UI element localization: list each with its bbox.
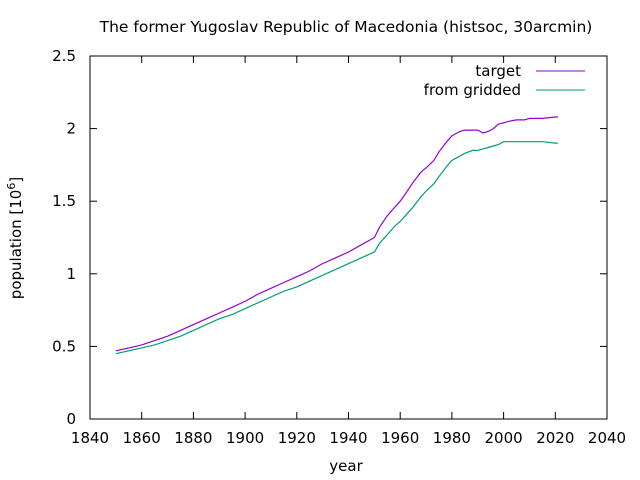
x-axis-ticks: 1840 1860 1880 1900 1920 1940 1960 1980 2000 2020… [71,56,626,447]
legend-label-target: target [475,62,521,80]
series-lines [115,116,558,355]
x-tick-label: 1860 [123,429,161,447]
x-tick-label: 1980 [433,429,471,447]
y-axis-label-close: ] [7,177,25,183]
y-axis-label-exponent: 6 [5,183,18,190]
x-axis-label: year [329,457,363,475]
legend-label-from-gridded: from gridded [424,81,521,99]
y-tick-label: 1.5 [52,192,76,210]
x-tick-label: 1960 [381,429,419,447]
y-axis-label: population [106] [5,177,25,299]
chart-title: The former Yugoslav Republic of Macedoni… [99,18,593,36]
x-tick-label: 2040 [588,429,626,447]
y-tick-label: 2.5 [52,47,76,65]
y-tick-label: 2 [66,120,76,138]
x-tick-label: 2020 [536,429,574,447]
x-tick-label: 1900 [226,429,264,447]
legend: target from gridded [424,62,585,99]
y-axis-label-text: population [10 [7,190,25,300]
x-tick-label: 1880 [174,429,212,447]
x-tick-label: 1840 [71,429,109,447]
y-tick-label: 0.5 [52,337,76,355]
x-tick-label: 2000 [485,429,523,447]
x-tick-label: 1920 [278,429,316,447]
y-tick-label: 0 [66,410,76,428]
y-axis-ticks: 0 0.5 1 1.5 2 2.5 [52,47,607,428]
plot-frame [89,55,608,420]
series-line-from-gridded [115,141,558,355]
series-line-target [115,116,558,352]
x-tick-label: 1940 [329,429,367,447]
y-tick-label: 1 [66,265,76,283]
